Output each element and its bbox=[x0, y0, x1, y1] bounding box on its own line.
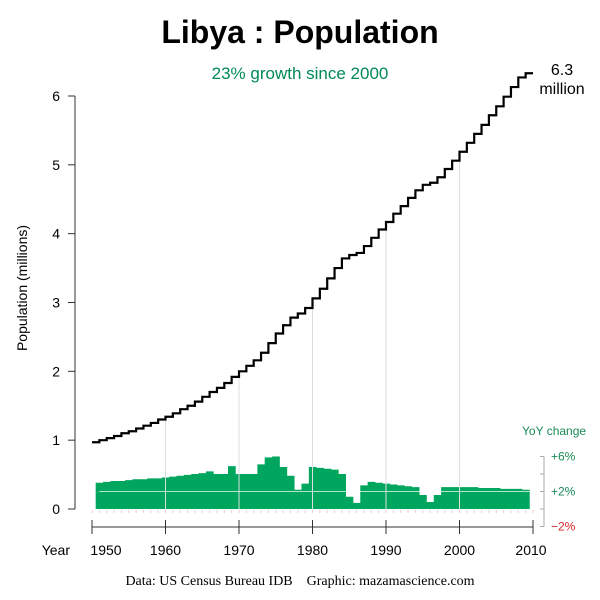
yoy-bar bbox=[367, 481, 376, 509]
yoy-bar bbox=[492, 488, 501, 509]
x-tick-label: 1990 bbox=[370, 542, 401, 558]
yoy-bar bbox=[294, 489, 302, 509]
yoy-bar bbox=[272, 456, 280, 509]
x-axis: 1950 1960 1970 1980 1990 2000 2010 Year bbox=[42, 520, 547, 558]
end-value-label: 6.3 million bbox=[527, 61, 597, 99]
population-step-line bbox=[92, 72, 533, 444]
yoy-bar bbox=[176, 475, 185, 509]
credit-text: Data: US Census Bureau IDB Graphic: maza… bbox=[125, 574, 475, 589]
yoy-bar bbox=[404, 486, 413, 509]
end-value-unit: million bbox=[539, 81, 585, 98]
yoy-bar bbox=[132, 479, 141, 509]
y-tick-label: 1 bbox=[52, 432, 60, 448]
y-axis-label: Population (millions) bbox=[14, 224, 30, 352]
population-line bbox=[92, 72, 533, 509]
x-tick-label: 1970 bbox=[223, 542, 254, 558]
yoy-bar bbox=[411, 487, 420, 509]
yoy-bar bbox=[397, 485, 405, 509]
yoy-bar bbox=[323, 468, 332, 509]
yoy-bar bbox=[463, 487, 471, 509]
yoy-tick-label: +2% bbox=[551, 485, 576, 499]
yoy-bar bbox=[279, 467, 288, 509]
yoy-bar bbox=[499, 488, 508, 509]
yoy-bar bbox=[154, 478, 163, 509]
x-axis-label: Year bbox=[42, 542, 71, 558]
yoy-bar bbox=[433, 495, 442, 509]
yoy-bar bbox=[147, 478, 155, 509]
yoy-bar bbox=[470, 487, 479, 509]
x-tick-label: 1980 bbox=[297, 542, 328, 558]
yoy-bar bbox=[419, 495, 427, 509]
yoy-bar bbox=[264, 457, 273, 509]
yoy-bar bbox=[352, 502, 361, 509]
x-tick-label: 1960 bbox=[150, 542, 181, 558]
yoy-bar bbox=[139, 479, 148, 509]
yoy-bar bbox=[345, 496, 354, 509]
yoy-bar bbox=[514, 488, 523, 509]
y-tick-label: 4 bbox=[52, 226, 60, 242]
yoy-bar bbox=[426, 502, 435, 509]
yoy-bar bbox=[477, 488, 486, 509]
yoy-bar bbox=[286, 475, 295, 509]
yoy-bar bbox=[374, 482, 383, 509]
yoy-bar bbox=[330, 469, 339, 509]
yoy-bar bbox=[441, 487, 449, 509]
y-axis: 0 1 2 3 4 5 6 bbox=[52, 88, 76, 517]
yoy-bar bbox=[360, 485, 369, 509]
yoy-bar bbox=[125, 480, 133, 509]
yoy-bar bbox=[103, 481, 111, 509]
x-tick-label: 2010 bbox=[515, 542, 546, 558]
yoy-bar bbox=[448, 487, 457, 509]
yoy-bar bbox=[205, 471, 214, 509]
yoy-bar bbox=[521, 489, 530, 509]
end-value: 6.3 bbox=[550, 62, 574, 79]
yoy-bar bbox=[95, 482, 104, 509]
yoy-bar bbox=[110, 481, 119, 509]
yoy-bar bbox=[257, 464, 266, 509]
x-tick-label: 2000 bbox=[444, 542, 475, 558]
chart-title: Libya : Population bbox=[161, 14, 439, 50]
yoy-bar bbox=[169, 476, 177, 509]
yoy-bar bbox=[316, 467, 324, 509]
yoy-tick-label: −2% bbox=[551, 520, 576, 534]
yoy-axis: +6% +2% −2% bbox=[540, 450, 576, 534]
yoy-bar bbox=[117, 481, 126, 509]
y-tick-label: 3 bbox=[52, 295, 60, 311]
y-tick-label: 6 bbox=[52, 88, 60, 104]
x-tick-label: 1950 bbox=[90, 542, 121, 558]
yoy-tick-label: +6% bbox=[551, 450, 576, 464]
y-tick-label: 0 bbox=[52, 501, 60, 517]
yoy-bar bbox=[389, 484, 398, 509]
chart-subtitle: 23% growth since 2000 bbox=[211, 64, 389, 83]
y-tick-label: 2 bbox=[52, 363, 60, 379]
yoy-bar bbox=[485, 488, 493, 509]
yoy-bar bbox=[227, 466, 236, 509]
yoy-axis-title: YoY change bbox=[522, 424, 587, 438]
yoy-bars bbox=[91, 456, 534, 513]
y-tick-label: 5 bbox=[52, 157, 60, 173]
yoy-bar bbox=[507, 488, 516, 509]
yoy-bar bbox=[301, 483, 310, 509]
